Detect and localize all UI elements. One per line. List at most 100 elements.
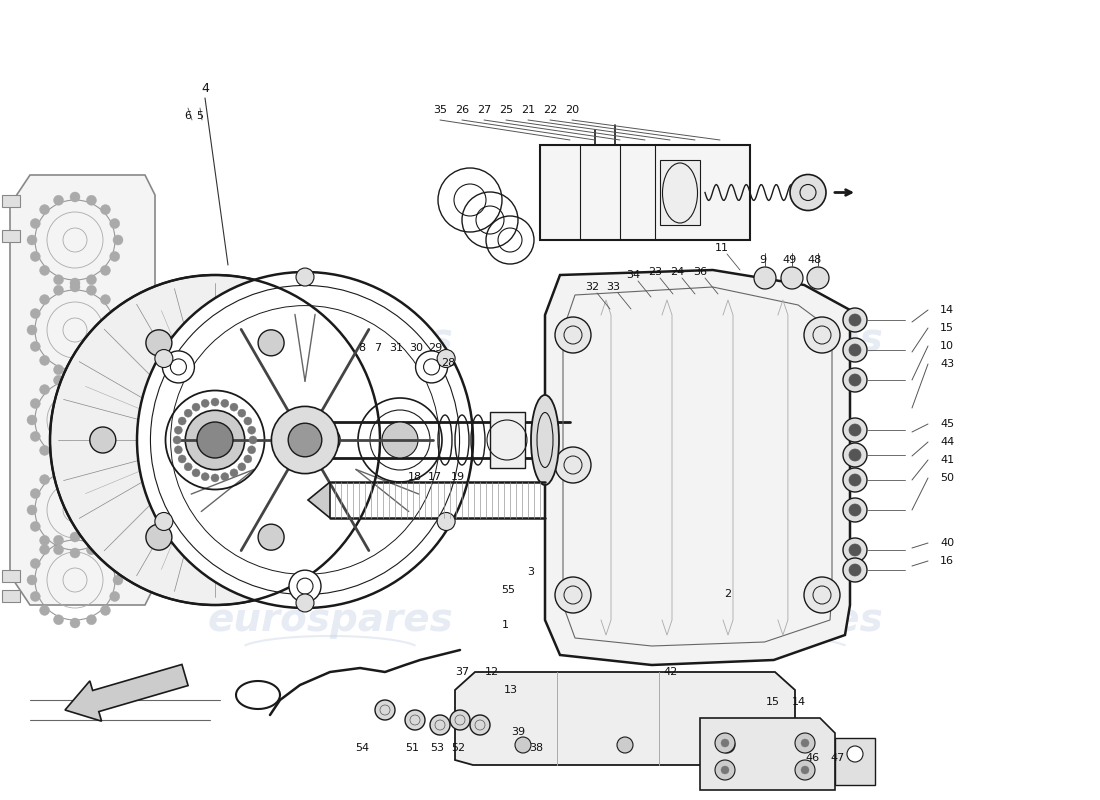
Circle shape: [437, 350, 455, 367]
Polygon shape: [835, 738, 874, 785]
Circle shape: [110, 558, 120, 569]
Bar: [540, 145, 750, 240]
Circle shape: [40, 535, 49, 546]
Circle shape: [40, 545, 49, 554]
Text: 37: 37: [455, 667, 469, 677]
Circle shape: [54, 535, 64, 546]
Circle shape: [113, 575, 123, 585]
Circle shape: [849, 374, 861, 386]
Text: 31: 31: [389, 343, 403, 353]
Circle shape: [248, 446, 255, 454]
Circle shape: [754, 267, 776, 289]
Text: 12: 12: [485, 667, 499, 677]
Polygon shape: [544, 270, 850, 665]
Circle shape: [849, 314, 861, 326]
Circle shape: [430, 715, 450, 735]
Circle shape: [110, 251, 120, 262]
FancyArrow shape: [65, 665, 188, 722]
Circle shape: [90, 427, 116, 453]
Circle shape: [70, 462, 80, 472]
Text: 33: 33: [606, 282, 620, 292]
Text: 51: 51: [405, 743, 419, 753]
Circle shape: [70, 548, 80, 558]
Circle shape: [556, 447, 591, 483]
Circle shape: [54, 195, 64, 206]
Circle shape: [795, 760, 815, 780]
Circle shape: [719, 737, 735, 753]
Text: 17: 17: [428, 472, 442, 482]
Circle shape: [87, 454, 97, 465]
Circle shape: [110, 489, 120, 498]
Circle shape: [87, 614, 97, 625]
Circle shape: [87, 286, 97, 295]
Text: 21: 21: [521, 105, 535, 115]
Circle shape: [843, 498, 867, 522]
Text: 16: 16: [940, 556, 954, 566]
Circle shape: [54, 614, 64, 625]
Circle shape: [40, 474, 49, 485]
Circle shape: [100, 355, 110, 366]
Text: 23: 23: [648, 267, 662, 277]
Circle shape: [87, 375, 97, 386]
Circle shape: [70, 618, 80, 628]
Circle shape: [28, 415, 37, 425]
Circle shape: [201, 473, 209, 481]
Circle shape: [178, 417, 186, 425]
Text: 5: 5: [197, 111, 204, 121]
Circle shape: [781, 267, 803, 289]
Circle shape: [28, 575, 37, 585]
Circle shape: [807, 267, 829, 289]
Circle shape: [110, 309, 120, 318]
Circle shape: [31, 431, 41, 442]
Circle shape: [100, 385, 110, 394]
Circle shape: [28, 505, 37, 515]
Circle shape: [843, 308, 867, 332]
Circle shape: [40, 294, 49, 305]
Polygon shape: [10, 175, 155, 605]
Circle shape: [70, 532, 80, 542]
Text: 7: 7: [374, 343, 382, 353]
Circle shape: [100, 266, 110, 275]
Circle shape: [87, 195, 97, 206]
Circle shape: [375, 700, 395, 720]
Circle shape: [100, 535, 110, 546]
Circle shape: [289, 570, 321, 602]
Circle shape: [244, 455, 252, 463]
Polygon shape: [700, 718, 835, 790]
Circle shape: [288, 423, 322, 457]
Circle shape: [437, 513, 455, 530]
Bar: [2, 590, 20, 602]
Circle shape: [804, 577, 840, 613]
Circle shape: [50, 275, 380, 605]
Text: 55: 55: [500, 585, 515, 595]
Circle shape: [315, 427, 340, 453]
Circle shape: [113, 505, 123, 515]
Circle shape: [450, 710, 470, 730]
Circle shape: [843, 418, 867, 442]
Text: 20: 20: [565, 105, 579, 115]
Circle shape: [40, 355, 49, 366]
Circle shape: [28, 325, 37, 335]
Circle shape: [174, 426, 183, 434]
Text: 50: 50: [940, 473, 954, 483]
Circle shape: [720, 739, 729, 747]
Circle shape: [31, 591, 41, 602]
Circle shape: [87, 365, 97, 374]
Circle shape: [248, 426, 255, 434]
Circle shape: [244, 417, 252, 425]
Circle shape: [804, 317, 840, 353]
Circle shape: [515, 737, 531, 753]
Circle shape: [258, 330, 284, 356]
Circle shape: [405, 710, 425, 730]
Text: 2: 2: [725, 589, 732, 599]
Circle shape: [790, 174, 826, 210]
Circle shape: [201, 399, 209, 407]
Text: 28: 28: [441, 358, 455, 368]
Circle shape: [174, 446, 183, 454]
Circle shape: [849, 344, 861, 356]
Circle shape: [470, 715, 490, 735]
Circle shape: [113, 415, 123, 425]
Circle shape: [100, 205, 110, 214]
Text: 29: 29: [428, 343, 442, 353]
Text: 36: 36: [693, 267, 707, 277]
